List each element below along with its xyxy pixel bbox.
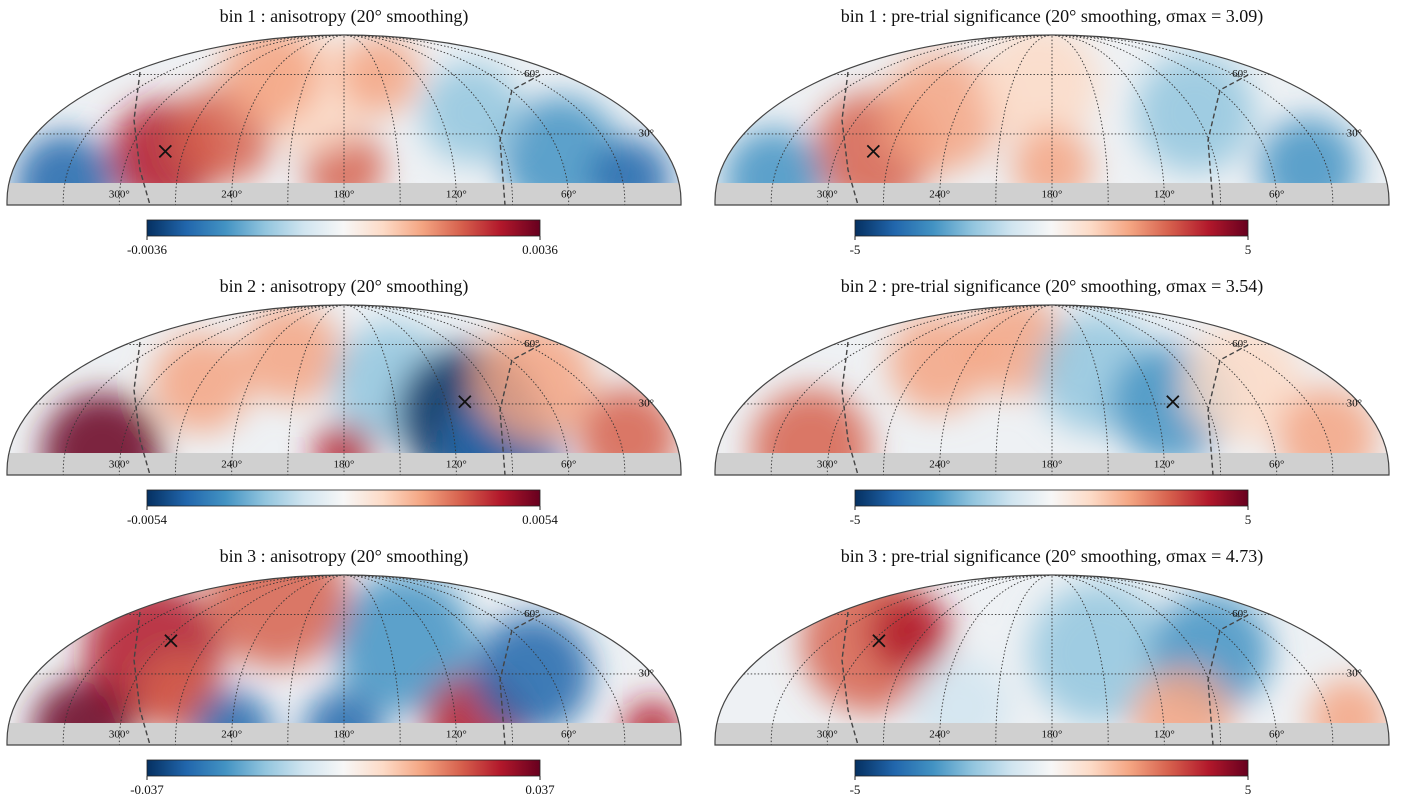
dec-tick-label: 60° [1232,608,1247,620]
ra-tick-label: 120° [1154,189,1175,201]
field-patch [421,63,521,163]
field-patch [241,303,341,403]
ra-tick-label: 300° [817,459,838,471]
ra-tick-label: 60° [1269,459,1284,471]
ra-tick-label: 240° [929,189,950,201]
colorbar-tick-label: -5 [850,242,861,257]
colorbar-tick-label: -5 [850,782,861,797]
field-patch [1309,678,1389,758]
colorbar-tick-label: 0.0054 [522,512,558,527]
ra-tick-label: 120° [1154,729,1175,741]
ra-tick-label: 120° [446,189,467,201]
panel-title: bin 3 : pre-trial significance (20° smoo… [841,546,1263,567]
ra-tick-label: 300° [817,189,838,201]
field-patch [15,133,115,233]
ra-tick-label: 180° [334,189,355,201]
ra-tick-label: 300° [109,189,130,201]
panel-title: bin 2 : pre-trial significance (20° smoo… [841,276,1263,297]
sky-panel: bin 3 : pre-trial significance (20° smoo… [715,546,1389,797]
sky-panel: bin 1 : anisotropy (20° smoothing) 300° 24… [7,6,681,257]
colorbar-tick-label: -0.0054 [127,512,168,527]
ra-tick-label: 180° [1042,459,1063,471]
dec-tick-label: 60° [524,608,539,620]
field-patch [724,128,824,228]
ra-tick-label: 120° [446,729,467,741]
colorbar-tick-label: 5 [1245,512,1252,527]
colorbar-tick-label: -5 [850,512,861,527]
ra-tick-label: 60° [561,189,576,201]
colorbar-tick-label: -0.0036 [127,242,168,257]
ra-tick-label: 60° [1269,729,1284,741]
colorbar-tick-label: 0.037 [525,782,555,797]
dec-tick-label: 30° [639,667,654,679]
ra-tick-label: 300° [109,459,130,471]
ra-tick-label: 240° [221,189,242,201]
ra-tick-label: 240° [929,459,950,471]
dec-tick-label: 30° [1347,667,1362,679]
sky-panel: bin 1 : pre-trial significance (20° smoo… [715,6,1389,257]
field-patch [979,23,1099,143]
ra-tick-label: 180° [334,459,355,471]
ra-tick-label: 60° [561,459,576,471]
colorbar-tick-label: 5 [1245,782,1252,797]
field-patch [151,333,251,433]
sky-map [715,294,1389,508]
dec-tick-label: 30° [1347,397,1362,409]
ra-tick-label: 300° [109,729,130,741]
ra-tick-label: 120° [1154,459,1175,471]
colorbar [147,220,540,236]
dec-tick-label: 30° [639,397,654,409]
sky-panel: bin 3 : anisotropy (20° smoothing) 300° 24… [7,528,682,797]
ra-tick-label: 180° [1042,189,1063,201]
sky-panel: bin 2 : pre-trial significance (20° smoo… [715,276,1389,527]
panel-title: bin 1 : pre-trial significance (20° smoo… [841,6,1263,27]
sky-map [7,303,681,512]
field-patch [1132,668,1232,768]
ra-tick-label: 240° [221,459,242,471]
colorbar [147,760,540,776]
colorbar-tick-label: 0.0036 [522,242,558,257]
ra-tick-label: 60° [561,729,576,741]
field [751,294,1377,508]
dec-tick-label: 30° [639,127,654,139]
panel-title: bin 2 : anisotropy (20° smoothing) [220,276,469,297]
dec-tick-label: 60° [1232,68,1247,80]
sky-map [7,24,681,232]
ra-tick-label: 180° [1042,729,1063,741]
field-patch [591,138,671,218]
dec-tick-label: 60° [524,338,539,350]
ra-tick-label: 180° [334,729,355,741]
ra-tick-label: 60° [1269,189,1284,201]
field [42,303,678,512]
panel-title: bin 1 : anisotropy (20° smoothing) [220,6,469,27]
figure: bin 1 : anisotropy (20° smoothing) 300° 24… [0,0,1410,800]
ra-tick-label: 240° [929,729,950,741]
colorbar-tick-label: 5 [1245,242,1252,257]
colorbar [855,760,1248,776]
ra-tick-label: 120° [446,459,467,471]
sky-panel: bin 2 : anisotropy (20° smoothing) 300° 24… [7,276,681,527]
field-patch [472,614,592,734]
dec-tick-label: 60° [1232,338,1247,350]
colorbar-tick-label: -0.037 [130,782,164,797]
ra-tick-label: 300° [817,729,838,741]
ra-tick-label: 240° [221,729,242,741]
colorbar [855,490,1248,506]
field-patch [751,388,871,508]
panel-title: bin 3 : anisotropy (20° smoothing) [220,546,469,567]
colorbar [147,490,540,506]
dec-tick-label: 30° [1347,127,1362,139]
colorbar [855,220,1248,236]
dec-tick-label: 60° [524,68,539,80]
